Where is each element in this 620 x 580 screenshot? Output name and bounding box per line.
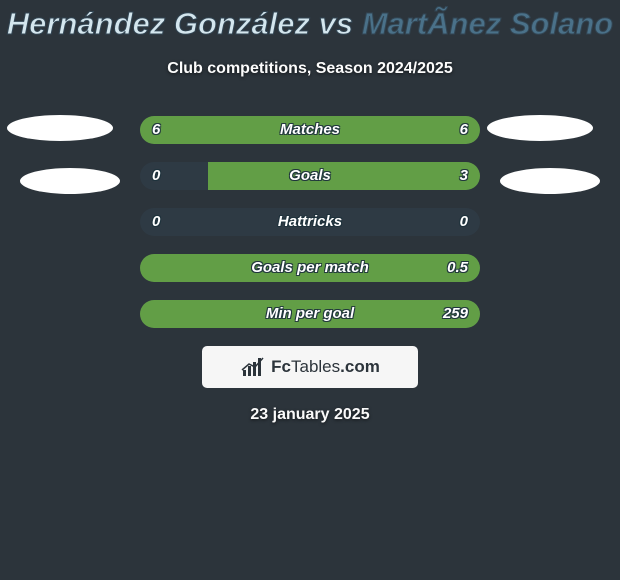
vs-text: vs: [319, 6, 353, 41]
stats-card: Hernández González vs MartÃ­nez Solano C…: [0, 0, 620, 580]
player1-name: Hernández González: [7, 6, 310, 41]
comparison-chart: Matches66Goals03Hattricks00Goals per mat…: [0, 116, 620, 328]
fill-left: [140, 116, 310, 144]
stat-row: Goals per match0.5: [140, 254, 480, 282]
source-logo: FcTables.com: [202, 346, 418, 388]
logo-text-2: Tables: [291, 357, 340, 376]
stat-row: Goals03: [140, 162, 480, 190]
stat-value-left: 0: [152, 208, 160, 236]
page-title: Hernández González vs MartÃ­nez Solano: [0, 0, 620, 42]
stat-row: Min per goal259: [140, 300, 480, 328]
fill-right: [310, 116, 480, 144]
stat-value-left: 0: [152, 162, 160, 190]
logo-text-3: .com: [340, 357, 380, 376]
bar-chart-icon: [240, 356, 266, 378]
subtitle: Club competitions, Season 2024/2025: [0, 60, 620, 78]
stat-rows: Matches66Goals03Hattricks00Goals per mat…: [0, 116, 620, 328]
photo-placeholder-left: [7, 115, 113, 141]
stat-value-right: 0: [460, 208, 468, 236]
player2-name: MartÃ­nez Solano: [362, 6, 613, 41]
fill-right: [208, 162, 480, 190]
logo-text: FcTables.com: [271, 357, 380, 377]
stat-row: Matches66: [140, 116, 480, 144]
logo-text-1: Fc: [271, 357, 291, 376]
photo-placeholder-left: [20, 168, 120, 194]
photo-placeholder-right: [500, 168, 600, 194]
stat-row: Hattricks0 0: [140, 208, 480, 236]
fill-right: [140, 300, 480, 328]
snapshot-date: 23 january 2025: [0, 406, 620, 424]
stat-label: Hattricks: [140, 208, 480, 236]
photo-placeholder-right: [487, 115, 593, 141]
fill-right: [140, 254, 480, 282]
